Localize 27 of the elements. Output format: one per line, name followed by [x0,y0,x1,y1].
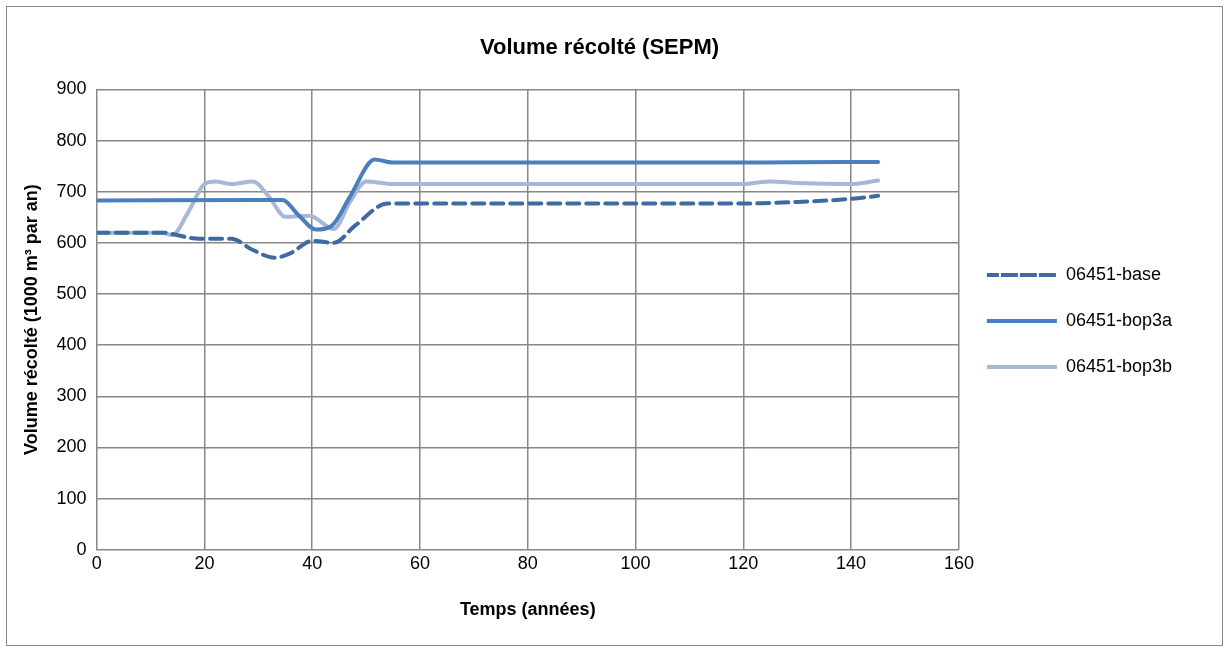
legend-label: 06451-bop3b [1065,355,1173,376]
x-tick-label: 80 [517,552,538,573]
y-tick-label: 700 [56,180,87,201]
x-tick-label: 120 [728,552,759,573]
y-tick-label: 100 [56,487,87,508]
y-tick-label: 400 [56,334,87,355]
chart-title: Volume récolté (SEPM) [479,34,720,60]
y-axis-title: Volume récolté (1000 m³ par an) [20,184,41,455]
line-series [96,157,881,232]
x-tick-label: 0 [91,552,102,573]
y-tick-label: 0 [76,538,87,559]
y-tick-label: 500 [56,282,87,303]
legend-label: 06451-bop3a [1065,309,1173,330]
x-tick-label: 60 [409,552,430,573]
x-tick-label: 100 [620,552,651,573]
legend-label: 06451-base [1065,263,1161,284]
y-tick-label: 300 [56,385,87,406]
x-axis-title: Temps (années) [459,599,596,620]
y-tick-label: 200 [56,436,87,457]
y-tick-label: 800 [56,129,87,150]
y-tick-label: 600 [56,231,87,252]
y-tick-label: 900 [56,78,87,99]
line-series [96,193,881,260]
x-tick-label: 40 [302,552,323,573]
x-tick-label: 160 [943,552,974,573]
x-tick-label: 140 [836,552,867,573]
x-tick-label: 20 [194,552,215,573]
